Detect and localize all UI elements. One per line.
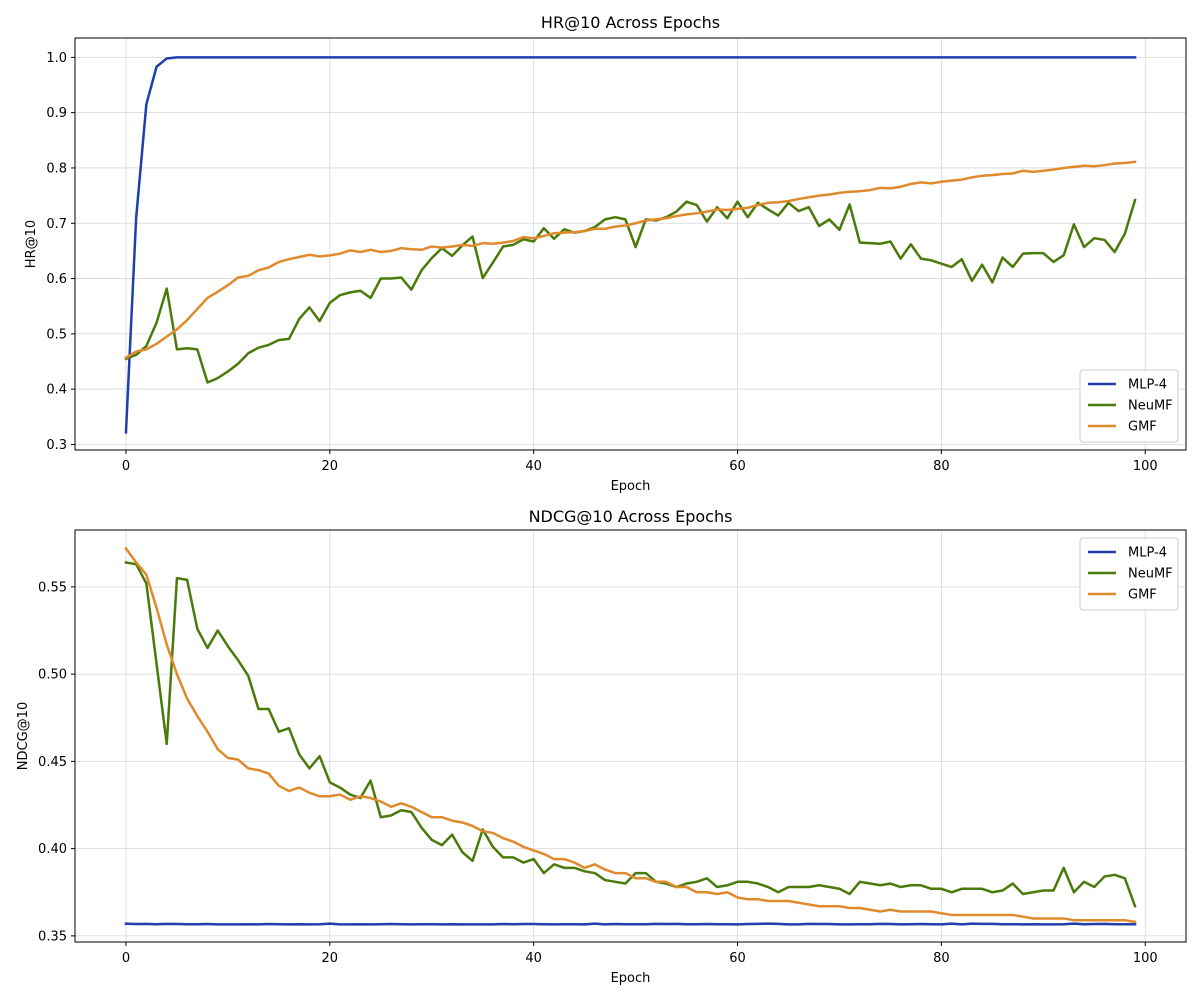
x-tick-label: 100 [1133, 459, 1158, 474]
x-axis-label: Epoch [611, 971, 651, 986]
chart-title: HR@10 Across Epochs [541, 13, 720, 32]
x-tick-label: 60 [729, 951, 746, 966]
series-line-neumf [124, 198, 1137, 384]
x-tick-label: 80 [933, 951, 950, 966]
y-tick-label: 0.50 [38, 668, 67, 683]
y-tick-label: 0.5 [46, 327, 67, 342]
x-axis-label: Epoch [611, 479, 651, 494]
plot-frame [74, 37, 1187, 451]
chart-title: NDCG@10 Across Epochs [529, 507, 733, 526]
x-tick-label: 0 [122, 951, 130, 966]
y-tick-label: 0.35 [38, 929, 67, 944]
y-tick-label: 0.9 [46, 106, 67, 121]
series-line-gmf [124, 546, 1137, 924]
legend-label: GMF [1128, 420, 1157, 435]
chart-panel-2: 0 20 40 60 80 100 0.35 0.40 0.45 0.50 0.55 NDCG@10 … [16, 507, 1187, 986]
x-tick-label: 40 [525, 951, 542, 966]
legend-label: MLP-4 [1128, 546, 1167, 561]
legend-label: NeuMF [1128, 399, 1173, 414]
y-axis-label: HR@10 [24, 220, 39, 268]
y-axis-label: NDCG@10 [16, 702, 31, 770]
x-tick-label: 20 [322, 459, 339, 474]
x-tick-label: 0 [122, 459, 130, 474]
y-tick-label: 0.45 [38, 755, 67, 770]
y-tick-label: 0.40 [38, 842, 67, 857]
y-tick-label: 0.3 [46, 438, 67, 453]
legend-label: NeuMF [1128, 567, 1173, 582]
x-tick-label: 20 [322, 951, 339, 966]
plot-frame [74, 529, 1187, 943]
legend: MLP-4 NeuMF GMF [1079, 369, 1179, 443]
series-line-neumf [124, 561, 1137, 908]
x-tick-label: 40 [525, 459, 542, 474]
legend-box [1079, 537, 1179, 611]
y-tick-label: 0.4 [46, 383, 67, 398]
legend: MLP-4 NeuMF GMF [1079, 537, 1179, 611]
series-line-mlp-4 [124, 56, 1137, 434]
series-line-gmf [124, 160, 1137, 360]
y-tick-label: 0.55 [38, 580, 67, 595]
y-tick-label: 0.7 [46, 217, 67, 232]
x-tick-label: 60 [729, 459, 746, 474]
y-tick-label: 1.0 [46, 51, 67, 66]
legend-label: MLP-4 [1128, 378, 1167, 393]
legend-box [1079, 369, 1179, 443]
series-line-mlp-4 [124, 922, 1137, 926]
y-tick-label: 0.8 [46, 161, 67, 176]
chart-panel-1: 0 20 40 60 80 100 0.3 0.4 0.5 0.6 0.7 0.8 0.9 1.0 HR@1… [24, 13, 1187, 494]
y-tick-label: 0.6 [46, 272, 67, 287]
legend-label: GMF [1128, 588, 1157, 603]
x-tick-label: 100 [1133, 951, 1158, 966]
x-tick-label: 80 [933, 459, 950, 474]
